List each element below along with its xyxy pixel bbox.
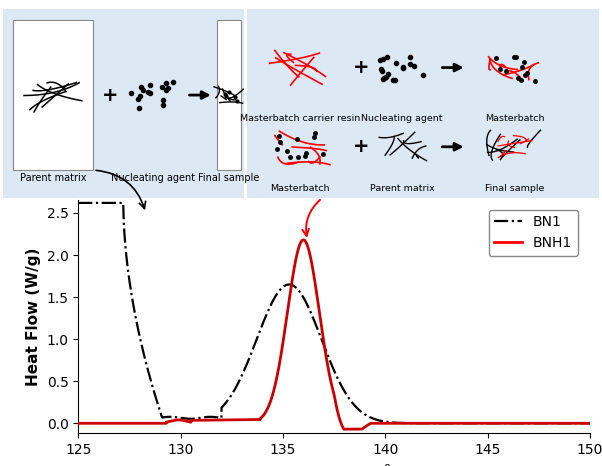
Legend: BN1, BNH1: BN1, BNH1 <box>489 210 578 256</box>
Text: Nucleating agent: Nucleating agent <box>111 173 196 183</box>
Text: Parent matrix: Parent matrix <box>370 184 435 193</box>
BNH1 <box>340 426 347 432</box>
BNH1 <box>64 420 72 426</box>
BNH1 <box>158 420 166 426</box>
BNH1 <box>272 378 279 384</box>
Text: Final sample: Final sample <box>485 184 544 193</box>
Text: Masterbatch carrier resin: Masterbatch carrier resin <box>240 114 360 123</box>
Text: Masterbatch: Masterbatch <box>270 184 329 193</box>
BN1 <box>296 289 303 295</box>
BN1 <box>64 200 72 206</box>
BNH1 <box>538 420 545 426</box>
BN1 <box>272 293 279 298</box>
BN1 <box>126 281 134 287</box>
Line: BNH1: BNH1 <box>68 240 602 429</box>
Text: Masterbatch: Masterbatch <box>485 114 544 123</box>
BN1 <box>158 415 166 420</box>
Text: +: + <box>353 137 370 156</box>
Line: BN1: BN1 <box>68 203 602 423</box>
BNH1 <box>296 242 303 248</box>
Y-axis label: Heat Flow (W/g): Heat Flow (W/g) <box>26 248 41 386</box>
Text: +: + <box>102 86 119 104</box>
BNH1 <box>126 420 134 426</box>
Text: Final sample: Final sample <box>198 173 259 183</box>
BN1 <box>538 420 545 426</box>
BNH1 <box>597 420 602 426</box>
Text: Nucleating agent: Nucleating agent <box>361 114 443 123</box>
Text: Parent matrix: Parent matrix <box>20 173 86 183</box>
BN1 <box>596 420 602 426</box>
X-axis label: Temperature ($^{0}$C): Temperature ($^{0}$C) <box>259 463 409 466</box>
Text: +: + <box>353 58 370 77</box>
BNH1 <box>300 237 307 243</box>
